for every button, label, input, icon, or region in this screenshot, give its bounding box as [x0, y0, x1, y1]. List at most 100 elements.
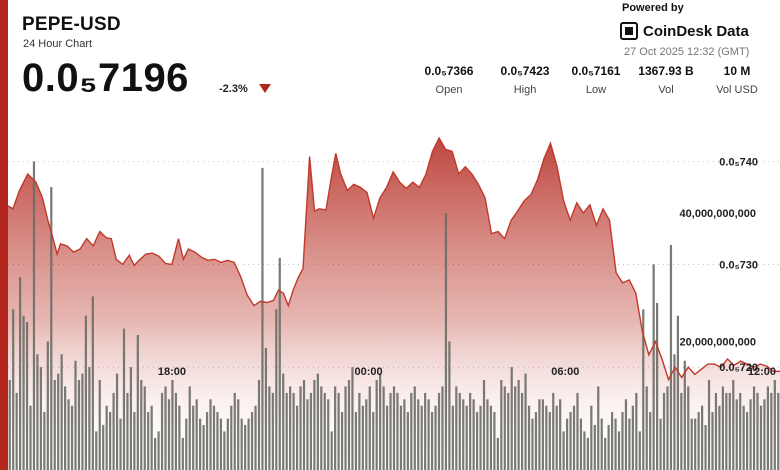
volume-bar — [25, 322, 29, 470]
volume-bar — [462, 399, 465, 470]
volume-bar — [254, 405, 257, 470]
stat-value: 0.0₅7366 — [424, 64, 474, 78]
volume-bar — [600, 418, 603, 470]
volume-bar — [770, 392, 773, 470]
volume-bar — [15, 392, 18, 470]
volume-bar — [735, 399, 738, 470]
volume-bar — [538, 399, 541, 470]
volume-bar — [510, 367, 513, 470]
volume-bar — [77, 380, 81, 470]
chart-subtitle: 24 Hour Chart — [23, 38, 93, 50]
accent-bar — [0, 0, 8, 470]
volume-bar — [448, 341, 451, 470]
price-tick-label: 0.0₅730 — [719, 259, 758, 271]
stat-label: High — [513, 84, 537, 96]
timestamp: 27 Oct 2025 12:32 (GMT) — [624, 46, 750, 58]
stat-value: 10 M — [723, 64, 751, 78]
volume-bar — [424, 392, 427, 470]
volume-bar — [773, 380, 776, 470]
volume-bar — [555, 405, 558, 470]
volume-bar — [413, 386, 416, 470]
volume-bar — [728, 392, 731, 470]
volume-bar — [199, 418, 202, 470]
volume-bar — [195, 399, 198, 470]
volume-bar — [372, 412, 375, 470]
volume-bar — [282, 373, 285, 470]
volume-bar — [257, 380, 261, 470]
brand-logo[interactable]: CoinDesk Data — [620, 20, 749, 42]
volume-bar — [465, 405, 468, 470]
volume-bar — [659, 418, 662, 470]
volume-bar — [597, 386, 600, 470]
volume-bar — [240, 418, 243, 470]
volume-bar — [725, 392, 728, 470]
volume-bar — [226, 418, 229, 470]
stat-value: 0.0₅7423 — [500, 64, 550, 78]
volume-bar — [614, 418, 617, 470]
volume-bar — [309, 392, 313, 470]
volume-bar — [697, 412, 700, 470]
volume-bar — [268, 386, 271, 470]
coindesk-logo-icon — [620, 22, 638, 40]
volume-bar — [299, 386, 302, 470]
volume-bar — [690, 418, 693, 470]
volume-bar — [517, 380, 520, 470]
volume-bar — [642, 309, 645, 470]
volume-bar — [756, 392, 759, 470]
volume-bar — [746, 412, 749, 470]
volume-bar — [313, 380, 316, 470]
volume-bar — [57, 373, 60, 470]
volume-bar — [32, 161, 36, 470]
volume-bar — [482, 380, 486, 470]
volume-bar — [50, 187, 53, 470]
stat-value: 1367.93 B — [638, 64, 694, 78]
stat-vol: 1367.93 B Vol — [621, 64, 711, 96]
price-line — [7, 136, 780, 382]
volume-bar — [631, 405, 634, 470]
x-tick-label: 18:00 — [158, 366, 186, 378]
volume-bar — [714, 392, 718, 470]
volume-bar — [514, 386, 517, 470]
volume-bar — [289, 386, 292, 470]
volume-bar — [503, 386, 506, 470]
volume-bar — [112, 392, 115, 470]
volume-bar — [43, 412, 46, 470]
volume-bar — [39, 367, 42, 470]
volume-bar — [694, 418, 697, 470]
volume-bar — [739, 392, 742, 470]
volume-bar — [576, 392, 579, 470]
volume-bar — [548, 412, 551, 470]
volume-bar — [638, 431, 641, 470]
volume-bar — [271, 392, 274, 470]
volume-bar — [604, 437, 607, 470]
volume-bar — [237, 399, 240, 470]
volume-bar — [334, 386, 337, 470]
volume-bar — [105, 405, 108, 470]
volume-bar — [19, 277, 22, 470]
volume-bar — [340, 412, 344, 470]
volume-bar — [656, 302, 659, 470]
stat-label: Open — [435, 84, 463, 96]
volume-bar — [216, 412, 219, 470]
volume-bar — [396, 392, 399, 470]
volume-bar — [652, 264, 655, 470]
volume-bar — [579, 418, 583, 470]
volume-bar — [534, 412, 538, 470]
volume-bar — [60, 354, 63, 470]
volume-bar — [451, 405, 454, 470]
volume-bar — [552, 392, 555, 470]
x-tick-label: 12:00 — [748, 366, 776, 378]
volume-bar — [230, 405, 233, 470]
volume-bar — [129, 367, 133, 470]
volume-bar — [742, 405, 745, 470]
volume-bar — [136, 335, 139, 470]
stat-label: Low — [585, 84, 607, 96]
volume-bar — [351, 367, 354, 470]
volume-bar — [441, 386, 444, 470]
volume-bar — [593, 425, 596, 470]
volume-bar — [507, 392, 510, 470]
volume-bar — [109, 412, 112, 470]
stat-low: 0.0₅7161 Low — [551, 64, 641, 96]
volume-bar — [91, 296, 94, 470]
